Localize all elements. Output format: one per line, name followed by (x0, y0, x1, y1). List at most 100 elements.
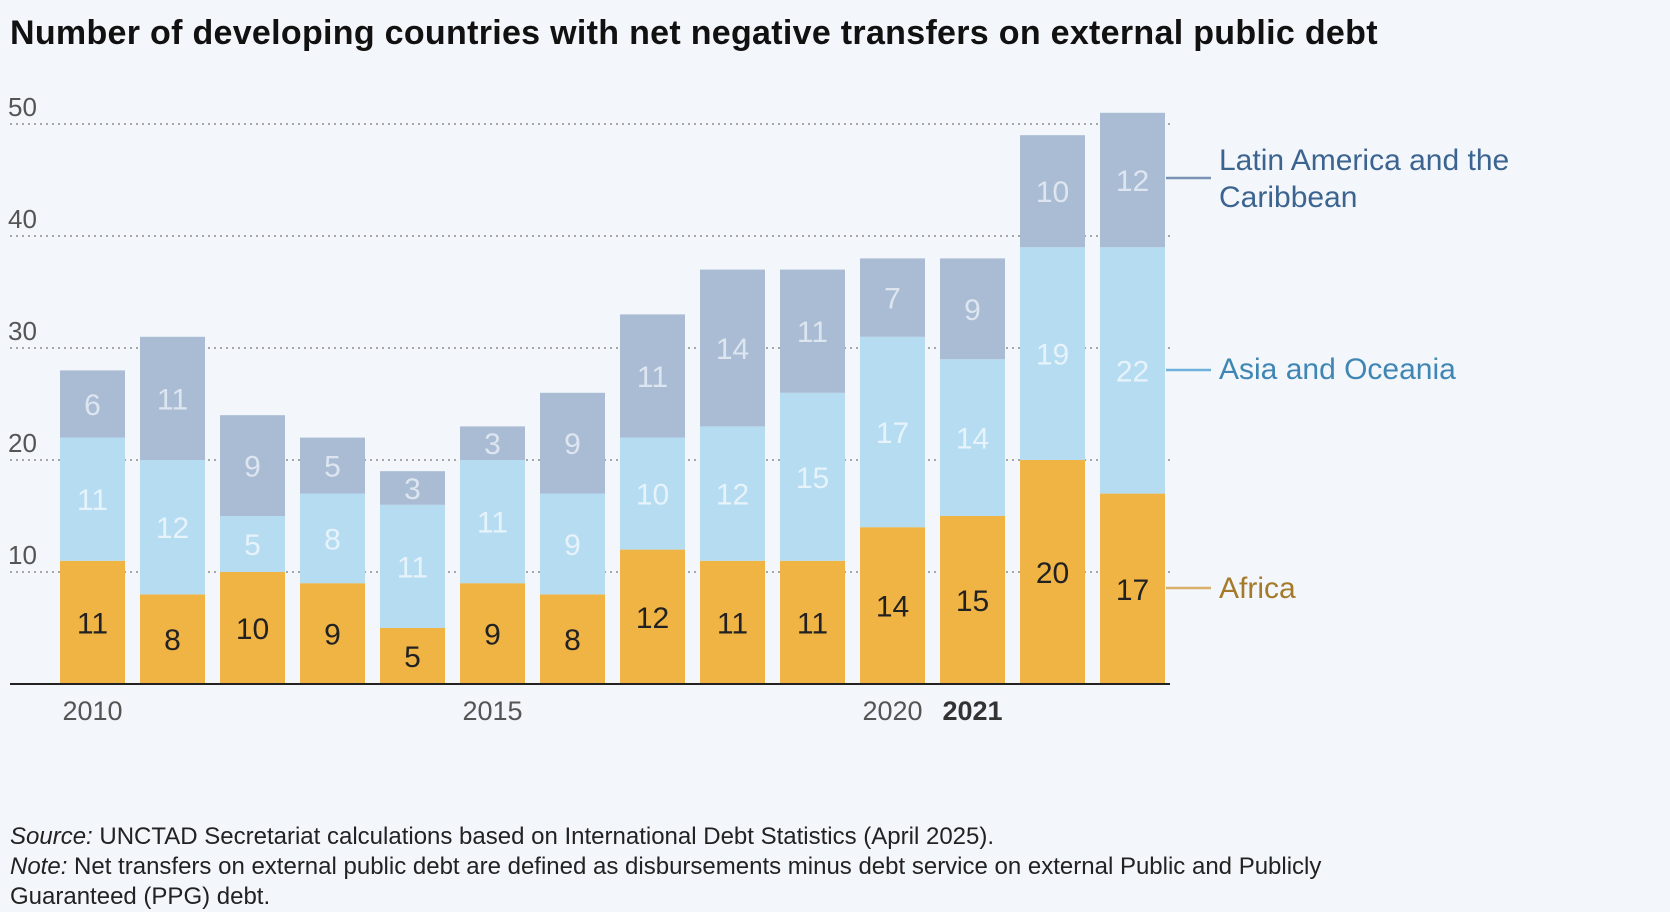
data-label-asia-2014: 11 (397, 551, 428, 584)
data-label-asia-2011: 12 (156, 512, 189, 545)
data-label-africa-2023: 17 (1116, 574, 1149, 607)
bar-africa-2023 (1100, 493, 1165, 684)
legend-label-latam-line-2: Caribbean (1219, 181, 1357, 214)
data-label-africa-2012: 10 (236, 613, 269, 646)
bar-latam-2023 (1100, 112, 1165, 248)
bar-asia-2023 (1100, 247, 1165, 494)
bar-asia-2010 (60, 437, 125, 561)
data-label-latam-2021: 9 (964, 294, 981, 327)
data-label-latam-2020: 7 (884, 283, 901, 316)
data-label-latam-2018: 14 (716, 333, 749, 366)
bar-asia-2018 (700, 426, 765, 561)
data-label-africa-2022: 20 (1036, 557, 1069, 590)
bar-asia-2016 (540, 493, 605, 595)
bar-africa-2015 (460, 583, 525, 684)
data-label-africa-2010: 11 (77, 607, 108, 640)
bar-africa-2014 (380, 628, 445, 684)
data-label-africa-2020: 14 (876, 591, 909, 624)
bar-latam-2019 (780, 269, 845, 393)
bar-latam-2018 (700, 269, 765, 427)
data-label-africa-2015: 9 (484, 619, 501, 652)
bar-latam-2020 (860, 258, 925, 337)
data-label-africa-2019: 11 (797, 607, 828, 640)
data-label-latam-2022: 10 (1036, 176, 1069, 209)
y-tick-label-40: 40 (8, 204, 37, 234)
data-label-asia-2021: 14 (956, 423, 989, 456)
bar-asia-2011 (140, 460, 205, 595)
bar-asia-2021 (940, 359, 1005, 516)
bar-africa-2011 (140, 594, 205, 684)
x-tick-label-2020: 2020 (862, 696, 922, 726)
data-label-asia-2012: 5 (244, 529, 261, 562)
data-label-latam-2011: 11 (157, 383, 188, 416)
bar-africa-2010 (60, 560, 125, 684)
bar-asia-2017 (620, 437, 685, 550)
chart-title: Number of developing countries with net … (10, 14, 1378, 52)
data-label-latam-2015: 3 (484, 428, 501, 461)
bar-africa-2012 (220, 572, 285, 684)
y-tick-label-20: 20 (8, 428, 37, 458)
bar-latam-2022 (1020, 135, 1085, 248)
bar-africa-2016 (540, 594, 605, 684)
data-label-asia-2010: 11 (77, 484, 108, 517)
bar-asia-2022 (1020, 247, 1085, 460)
note-line-2: Guaranteed (PPG) debt. (10, 883, 271, 910)
data-label-latam-2014: 3 (404, 473, 421, 506)
data-label-asia-2018: 12 (716, 479, 749, 512)
x-tick-label-2021: 2021 (942, 696, 1002, 726)
legend-label-latam: Latin America and the (1219, 144, 1509, 177)
data-label-latam-2012: 9 (244, 451, 261, 484)
note-label: Note: (10, 853, 68, 880)
bar-latam-2011 (140, 336, 205, 460)
legend-label-africa: Africa (1219, 572, 1296, 605)
data-label-africa-2011: 8 (164, 624, 181, 657)
data-label-asia-2013: 8 (324, 523, 341, 556)
bar-asia-2020 (860, 336, 925, 528)
data-label-africa-2013: 9 (324, 619, 341, 652)
bar-asia-2012 (220, 516, 285, 572)
bar-africa-2019 (780, 560, 845, 684)
data-label-latam-2016: 9 (564, 428, 581, 461)
x-tick-label-2010: 2010 (62, 696, 122, 726)
legend: Latin America and the Caribbean Asia and O… (1166, 144, 1509, 605)
bar-africa-2022 (1020, 460, 1085, 684)
bar-latam-2012 (220, 415, 285, 516)
bar-asia-2013 (300, 493, 365, 584)
data-label-africa-2017: 12 (636, 602, 669, 635)
data-label-latam-2023: 12 (1116, 165, 1149, 198)
bar-africa-2020 (860, 527, 925, 684)
bar-latam-2017 (620, 314, 685, 438)
data-label-africa-2014: 5 (404, 641, 421, 674)
data-label-africa-2021: 15 (956, 585, 989, 618)
bar-latam-2021 (940, 258, 1005, 360)
bar-asia-2015 (460, 460, 525, 584)
bar-latam-2013 (300, 437, 365, 494)
source-text: UNCTAD Secretariat calculations based on… (92, 823, 995, 850)
data-label-asia-2022: 19 (1036, 339, 1069, 372)
legend-label-asia: Asia and Oceania (1219, 353, 1456, 386)
bar-africa-2017 (620, 549, 685, 684)
note-line: Note: Net transfers on external public d… (10, 852, 1670, 882)
data-label-africa-2016: 8 (564, 624, 581, 657)
note-text: Net transfers on external public debt ar… (67, 853, 1322, 880)
footnote: Source: UNCTAD Secretariat calculations … (10, 822, 1670, 912)
y-tick-label-30: 30 (8, 316, 37, 346)
bar-labels: 11 11 6 8 12 11 10 5 9 9 8 5 5 11 3 9 11 3 8 9 9 12 10 11 11 12 14… (77, 165, 1149, 674)
y-tick-label-50: 50 (8, 92, 37, 122)
data-label-latam-2013: 5 (324, 451, 341, 484)
data-label-africa-2018: 11 (717, 607, 748, 640)
bar-latam-2014 (380, 471, 445, 505)
bar-latam-2016 (540, 392, 605, 494)
data-label-asia-2015: 11 (477, 507, 508, 540)
bar-asia-2014 (380, 504, 445, 628)
data-label-latam-2010: 6 (84, 389, 101, 422)
data-label-latam-2019: 11 (797, 316, 828, 349)
bar-latam-2015 (460, 426, 525, 460)
bar-asia-2019 (780, 392, 845, 561)
data-label-asia-2019: 15 (796, 462, 829, 495)
data-label-asia-2016: 9 (564, 529, 581, 562)
source-label: Source: (10, 823, 93, 850)
data-label-asia-2020: 17 (876, 417, 909, 450)
bars (60, 112, 1165, 684)
